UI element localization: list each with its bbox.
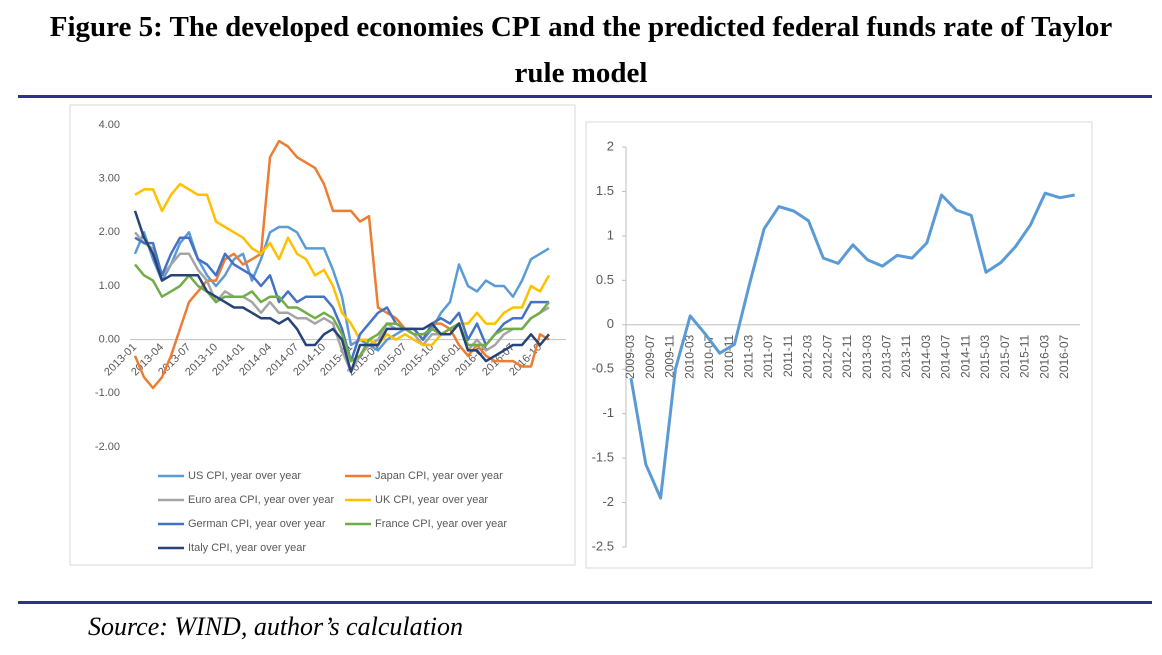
legend-label: UK CPI, year over year: [375, 494, 488, 506]
charts: -2.00-1.000.001.002.003.004.002013-01201…: [69, 104, 1093, 569]
legend-label: France CPI, year over year: [375, 518, 507, 530]
legend-label: Japan CPI, year over year: [375, 470, 503, 482]
x-tick-label: 2012-11: [840, 334, 854, 377]
x-tick-label: 2011-07: [761, 334, 775, 377]
x-tick-label: 2011-11: [781, 334, 795, 377]
x-tick-label: 2010-03: [682, 334, 696, 378]
x-tick-label: 2009-03: [623, 334, 637, 378]
y-tick-label: 1.00: [99, 280, 120, 292]
x-tick-label: 2014-03: [919, 334, 933, 378]
y-tick-label: 0.5: [596, 272, 614, 287]
y-tick-label: -2.00: [95, 441, 120, 453]
series-line: [133, 210, 550, 374]
legend-label: US CPI, year over year: [188, 470, 301, 482]
legend-label: Euro area CPI, year over year: [188, 494, 334, 506]
series-line: [134, 263, 550, 363]
y-tick-label: -0.5: [592, 361, 614, 376]
x-tick-label: 2012-07: [820, 334, 834, 378]
x-tick-label: 2013-03: [860, 334, 874, 378]
x-tick-label: 2009-07: [643, 334, 657, 378]
y-tick-label: 0: [607, 316, 614, 331]
y-tick-label: 2: [607, 138, 614, 153]
x-tick-label: 2015-03: [978, 334, 992, 378]
figure-title: Figure 5: The developed economies CPI an…: [49, 11, 1113, 89]
x-tick-label: 2014-07: [939, 334, 953, 378]
series-line: [133, 225, 550, 352]
x-tick-label: 2016-07: [1057, 334, 1071, 378]
x-tick-label: 2014-11: [958, 334, 972, 377]
y-tick-label: 3.00: [99, 173, 120, 185]
y-tick-label: 0.00: [99, 334, 120, 346]
x-tick-label: 2013-11: [899, 334, 913, 377]
legend-label: German CPI, year over year: [188, 518, 326, 530]
y-tick-label: -1: [602, 405, 614, 420]
rule: [18, 601, 1152, 604]
rule: [18, 95, 1152, 98]
y-tick-label: 4.00: [99, 119, 120, 131]
y-tick-label: -2: [602, 494, 614, 509]
y-tick-label: -2.5: [592, 538, 614, 553]
series-line: [134, 182, 551, 347]
x-tick-label: 2013-07: [880, 334, 894, 378]
y-tick-label: -1.00: [95, 387, 120, 399]
x-tick-label: 2011-03: [741, 334, 755, 377]
x-tick-label: 2015-07: [998, 334, 1012, 378]
series-line: [629, 191, 1075, 500]
x-tick-label: 2010-11: [722, 334, 736, 377]
y-tick-label: 1: [607, 227, 614, 242]
x-tick-label: 2016-03: [1037, 334, 1051, 378]
series-line: [134, 231, 550, 374]
x-tick-label: 2012-03: [801, 334, 815, 378]
y-tick-label: 1.5: [596, 183, 614, 198]
y-tick-label: 2.00: [99, 226, 120, 238]
x-tick-label: 2015-11: [1018, 334, 1032, 377]
series-line: [134, 236, 549, 363]
chart-frame: [585, 121, 1093, 569]
source: Source: WIND, author’s calculation: [88, 612, 464, 641]
x-tick-label: 2009-11: [663, 334, 677, 377]
y-tick-label: -1.5: [592, 450, 614, 465]
legend-label: Italy CPI, year over year: [188, 542, 306, 554]
